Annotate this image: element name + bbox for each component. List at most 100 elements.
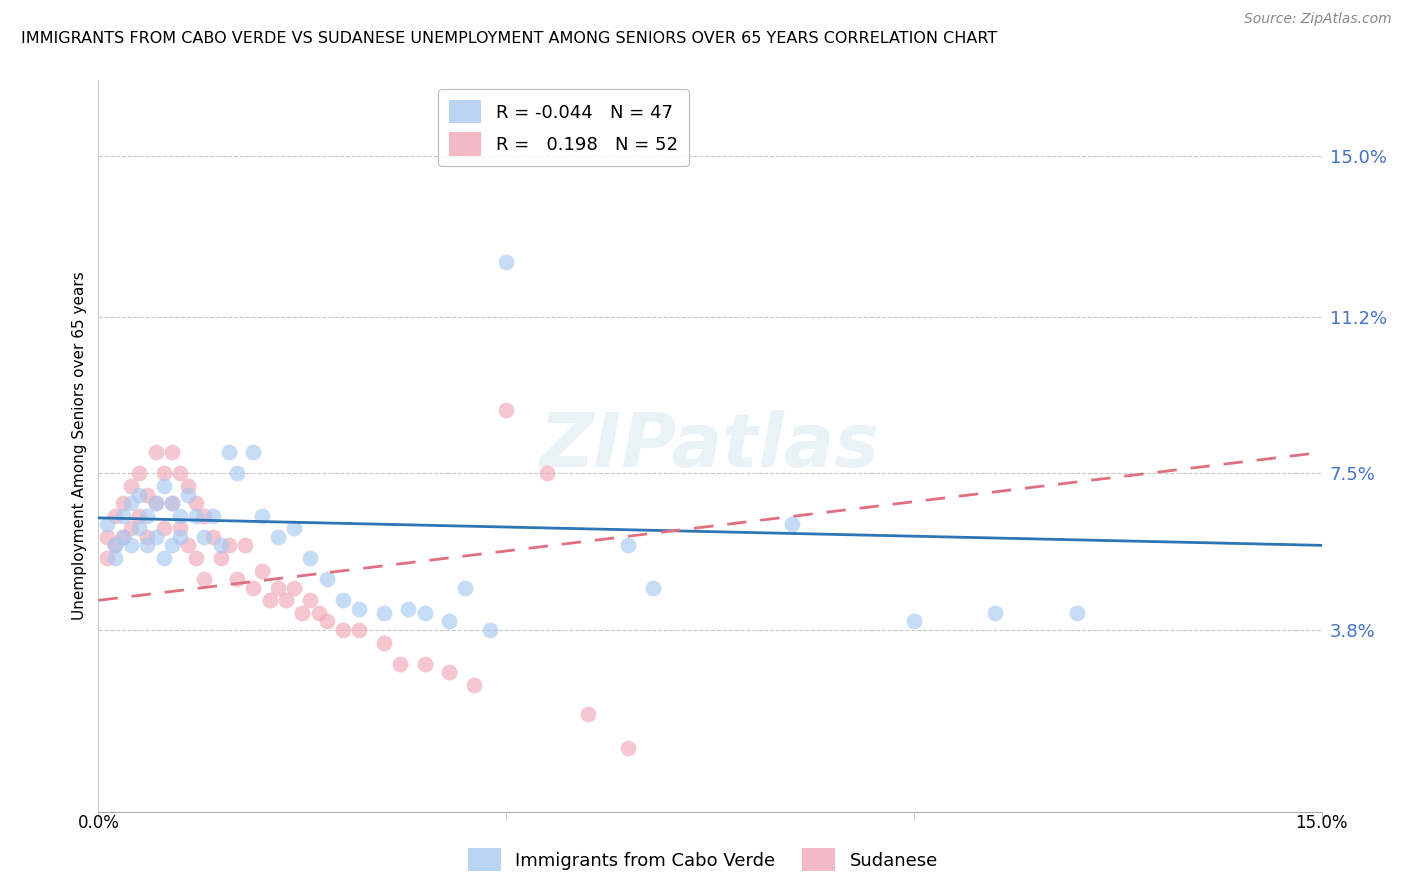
Point xyxy=(413,606,436,620)
Point xyxy=(169,521,191,535)
Point xyxy=(145,445,167,459)
Point xyxy=(218,445,240,459)
Point xyxy=(250,564,273,578)
Point xyxy=(242,445,264,459)
Point xyxy=(96,551,118,566)
Point xyxy=(120,496,142,510)
Point xyxy=(413,657,436,671)
Point xyxy=(1066,606,1088,620)
Point xyxy=(177,479,200,493)
Point xyxy=(145,496,167,510)
Point xyxy=(193,508,215,523)
Point xyxy=(267,530,290,544)
Legend: R = -0.044   N = 47, R =   0.198   N = 52: R = -0.044 N = 47, R = 0.198 N = 52 xyxy=(437,89,689,167)
Point xyxy=(274,593,297,607)
Point xyxy=(389,657,412,671)
Point xyxy=(152,479,174,493)
Point xyxy=(332,593,354,607)
Point xyxy=(111,508,134,523)
Point xyxy=(128,521,150,535)
Point xyxy=(299,593,322,607)
Point xyxy=(259,593,281,607)
Point xyxy=(373,635,395,649)
Point xyxy=(120,538,142,552)
Point xyxy=(478,623,501,637)
Point xyxy=(226,572,249,586)
Point xyxy=(226,467,249,481)
Point xyxy=(299,551,322,566)
Point xyxy=(283,581,305,595)
Text: 0.0%: 0.0% xyxy=(77,814,120,832)
Point xyxy=(160,538,183,552)
Point xyxy=(641,581,664,595)
Point xyxy=(984,606,1007,620)
Point xyxy=(128,508,150,523)
Point xyxy=(104,508,127,523)
Point xyxy=(201,530,224,544)
Text: Source: ZipAtlas.com: Source: ZipAtlas.com xyxy=(1244,12,1392,26)
Point xyxy=(201,508,224,523)
Point xyxy=(128,488,150,502)
Point xyxy=(250,508,273,523)
Point xyxy=(308,606,330,620)
Point xyxy=(780,517,803,532)
Point xyxy=(177,488,200,502)
Point xyxy=(160,496,183,510)
Point xyxy=(193,572,215,586)
Point xyxy=(373,606,395,620)
Point xyxy=(186,508,208,523)
Point xyxy=(111,530,134,544)
Point xyxy=(136,488,159,502)
Point xyxy=(104,538,127,552)
Text: ZIPatlas: ZIPatlas xyxy=(540,409,880,483)
Point xyxy=(903,615,925,629)
Text: 15.0%: 15.0% xyxy=(1295,814,1348,832)
Point xyxy=(120,479,142,493)
Point xyxy=(96,530,118,544)
Point xyxy=(463,678,485,692)
Point xyxy=(104,538,127,552)
Point xyxy=(111,496,134,510)
Point xyxy=(136,508,159,523)
Point xyxy=(454,581,477,595)
Point xyxy=(617,538,640,552)
Point xyxy=(193,530,215,544)
Point xyxy=(242,581,264,595)
Point xyxy=(120,521,142,535)
Point xyxy=(495,255,517,269)
Point xyxy=(104,551,127,566)
Point xyxy=(145,530,167,544)
Point xyxy=(267,581,290,595)
Point xyxy=(218,538,240,552)
Y-axis label: Unemployment Among Seniors over 65 years: Unemployment Among Seniors over 65 years xyxy=(72,272,87,620)
Point xyxy=(291,606,314,620)
Point xyxy=(437,665,460,680)
Point xyxy=(617,741,640,756)
Point xyxy=(437,615,460,629)
Point xyxy=(152,521,174,535)
Point xyxy=(396,601,419,615)
Point xyxy=(349,623,371,637)
Point xyxy=(96,517,118,532)
Point xyxy=(136,538,159,552)
Point xyxy=(536,467,558,481)
Point xyxy=(136,530,159,544)
Point xyxy=(186,496,208,510)
Point xyxy=(169,508,191,523)
Point xyxy=(152,551,174,566)
Point xyxy=(332,623,354,637)
Point xyxy=(160,445,183,459)
Point xyxy=(160,496,183,510)
Point xyxy=(209,551,232,566)
Point xyxy=(315,572,337,586)
Point xyxy=(495,403,517,417)
Point xyxy=(177,538,200,552)
Legend: Immigrants from Cabo Verde, Sudanese: Immigrants from Cabo Verde, Sudanese xyxy=(461,841,945,879)
Point xyxy=(152,467,174,481)
Text: IMMIGRANTS FROM CABO VERDE VS SUDANESE UNEMPLOYMENT AMONG SENIORS OVER 65 YEARS : IMMIGRANTS FROM CABO VERDE VS SUDANESE U… xyxy=(21,31,997,46)
Point xyxy=(576,707,599,722)
Point xyxy=(111,530,134,544)
Point xyxy=(145,496,167,510)
Point xyxy=(283,521,305,535)
Point xyxy=(233,538,256,552)
